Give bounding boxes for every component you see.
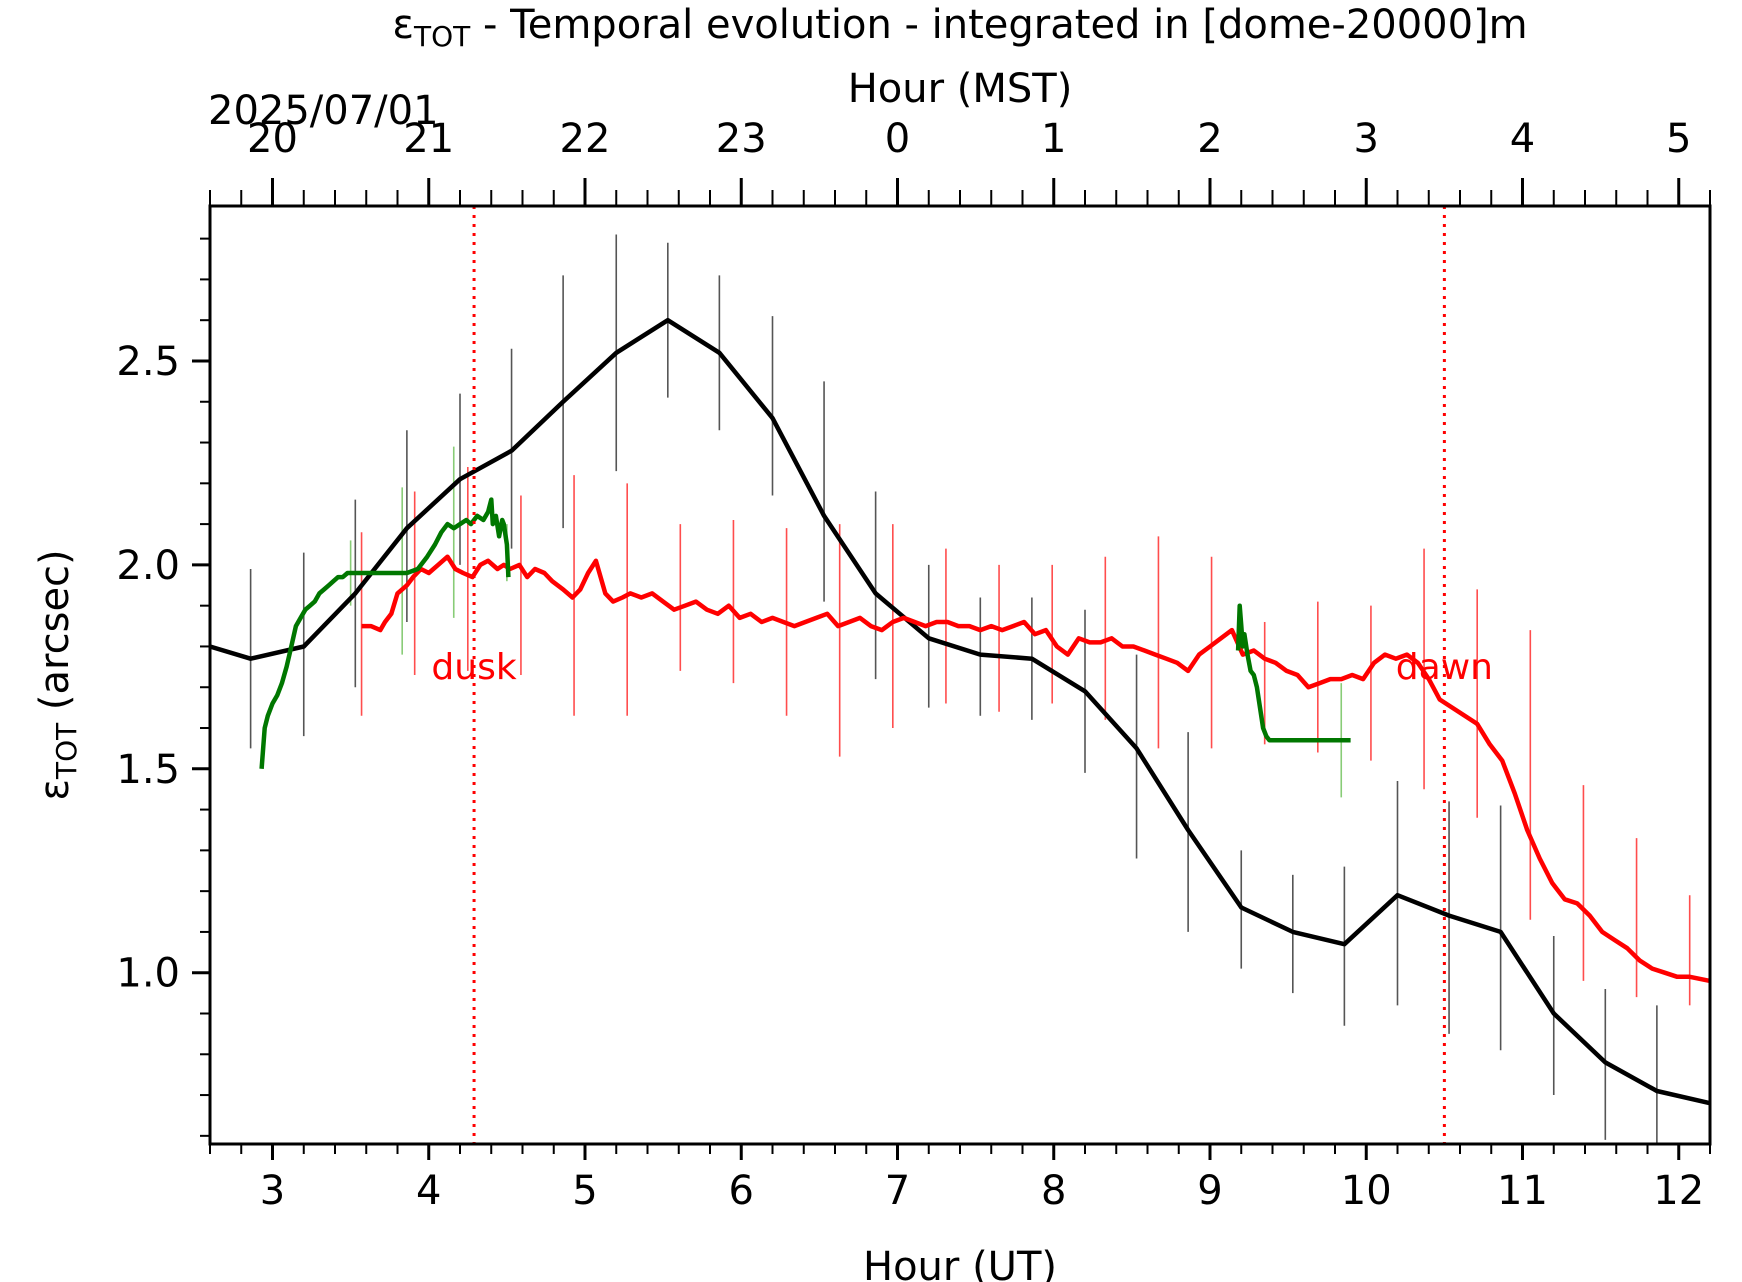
x-tick-label: 7 <box>885 1168 910 1214</box>
y-tick-label: 1.5 <box>116 747 180 793</box>
top-tick-label: 5 <box>1666 116 1691 162</box>
y-tick-label: 1.0 <box>116 951 180 997</box>
top-tick-label: 2 <box>1197 116 1222 162</box>
annotation-dawn: dawn <box>1396 647 1493 688</box>
date-label: 2025/07/01 <box>208 88 439 134</box>
top-tick-label: 23 <box>716 116 767 162</box>
x-tick-label: 12 <box>1653 1168 1704 1214</box>
x-tick-label: 11 <box>1497 1168 1548 1214</box>
y-tick-label: 2.5 <box>116 339 180 385</box>
x-axis-label: Hour (UT) <box>863 1244 1057 1282</box>
top-axis-label: Hour (MST) <box>848 66 1073 112</box>
x-tick-label: 5 <box>572 1168 597 1214</box>
top-tick-label: 4 <box>1510 116 1535 162</box>
annotation-dusk: dusk <box>431 647 516 688</box>
top-tick-label: 20 <box>247 116 298 162</box>
top-tick-label: 21 <box>403 116 454 162</box>
top-tick-label: 3 <box>1354 116 1379 162</box>
x-tick-label: 8 <box>1041 1168 1066 1214</box>
x-tick-label: 10 <box>1341 1168 1392 1214</box>
y-axis-label: εTOT (arcsec) <box>32 549 83 800</box>
chart-title: εTOT - Temporal evolution - integrated i… <box>392 2 1527 53</box>
x-tick-label: 9 <box>1197 1168 1222 1214</box>
top-tick-label: 22 <box>560 116 611 162</box>
top-tick-label: 0 <box>885 116 910 162</box>
top-tick-label: 1 <box>1041 116 1066 162</box>
series-line-0 <box>209 317 1711 1106</box>
x-tick-label: 4 <box>416 1168 441 1214</box>
series-layer <box>209 317 1711 1106</box>
series-line-1 <box>361 554 1711 984</box>
annotations-layer: dusk dawn <box>431 647 1493 688</box>
x-tick-label: 3 <box>260 1168 285 1214</box>
y-tick-label: 2.0 <box>116 543 180 589</box>
twilight-lines-layer <box>472 206 1446 1144</box>
series-line-3 <box>1235 603 1351 743</box>
x-tick-label: 6 <box>729 1168 754 1214</box>
series-line-2 <box>259 497 511 769</box>
